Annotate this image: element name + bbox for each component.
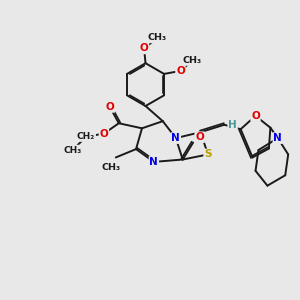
Text: CH₃: CH₃ [183,56,202,65]
Text: O: O [106,102,114,112]
Text: CH₃: CH₃ [102,163,121,172]
Text: N: N [172,133,180,143]
Text: CH₃: CH₃ [64,146,82,154]
Text: N: N [273,133,282,143]
Text: S: S [204,149,212,160]
Text: N: N [149,157,158,167]
Text: O: O [251,111,260,121]
Text: O: O [100,129,108,139]
Text: CH₂: CH₂ [77,132,95,141]
Text: O: O [176,66,185,76]
Text: H: H [228,120,237,130]
Text: O: O [140,44,148,53]
Text: O: O [195,132,204,142]
Text: CH₃: CH₃ [148,33,167,42]
